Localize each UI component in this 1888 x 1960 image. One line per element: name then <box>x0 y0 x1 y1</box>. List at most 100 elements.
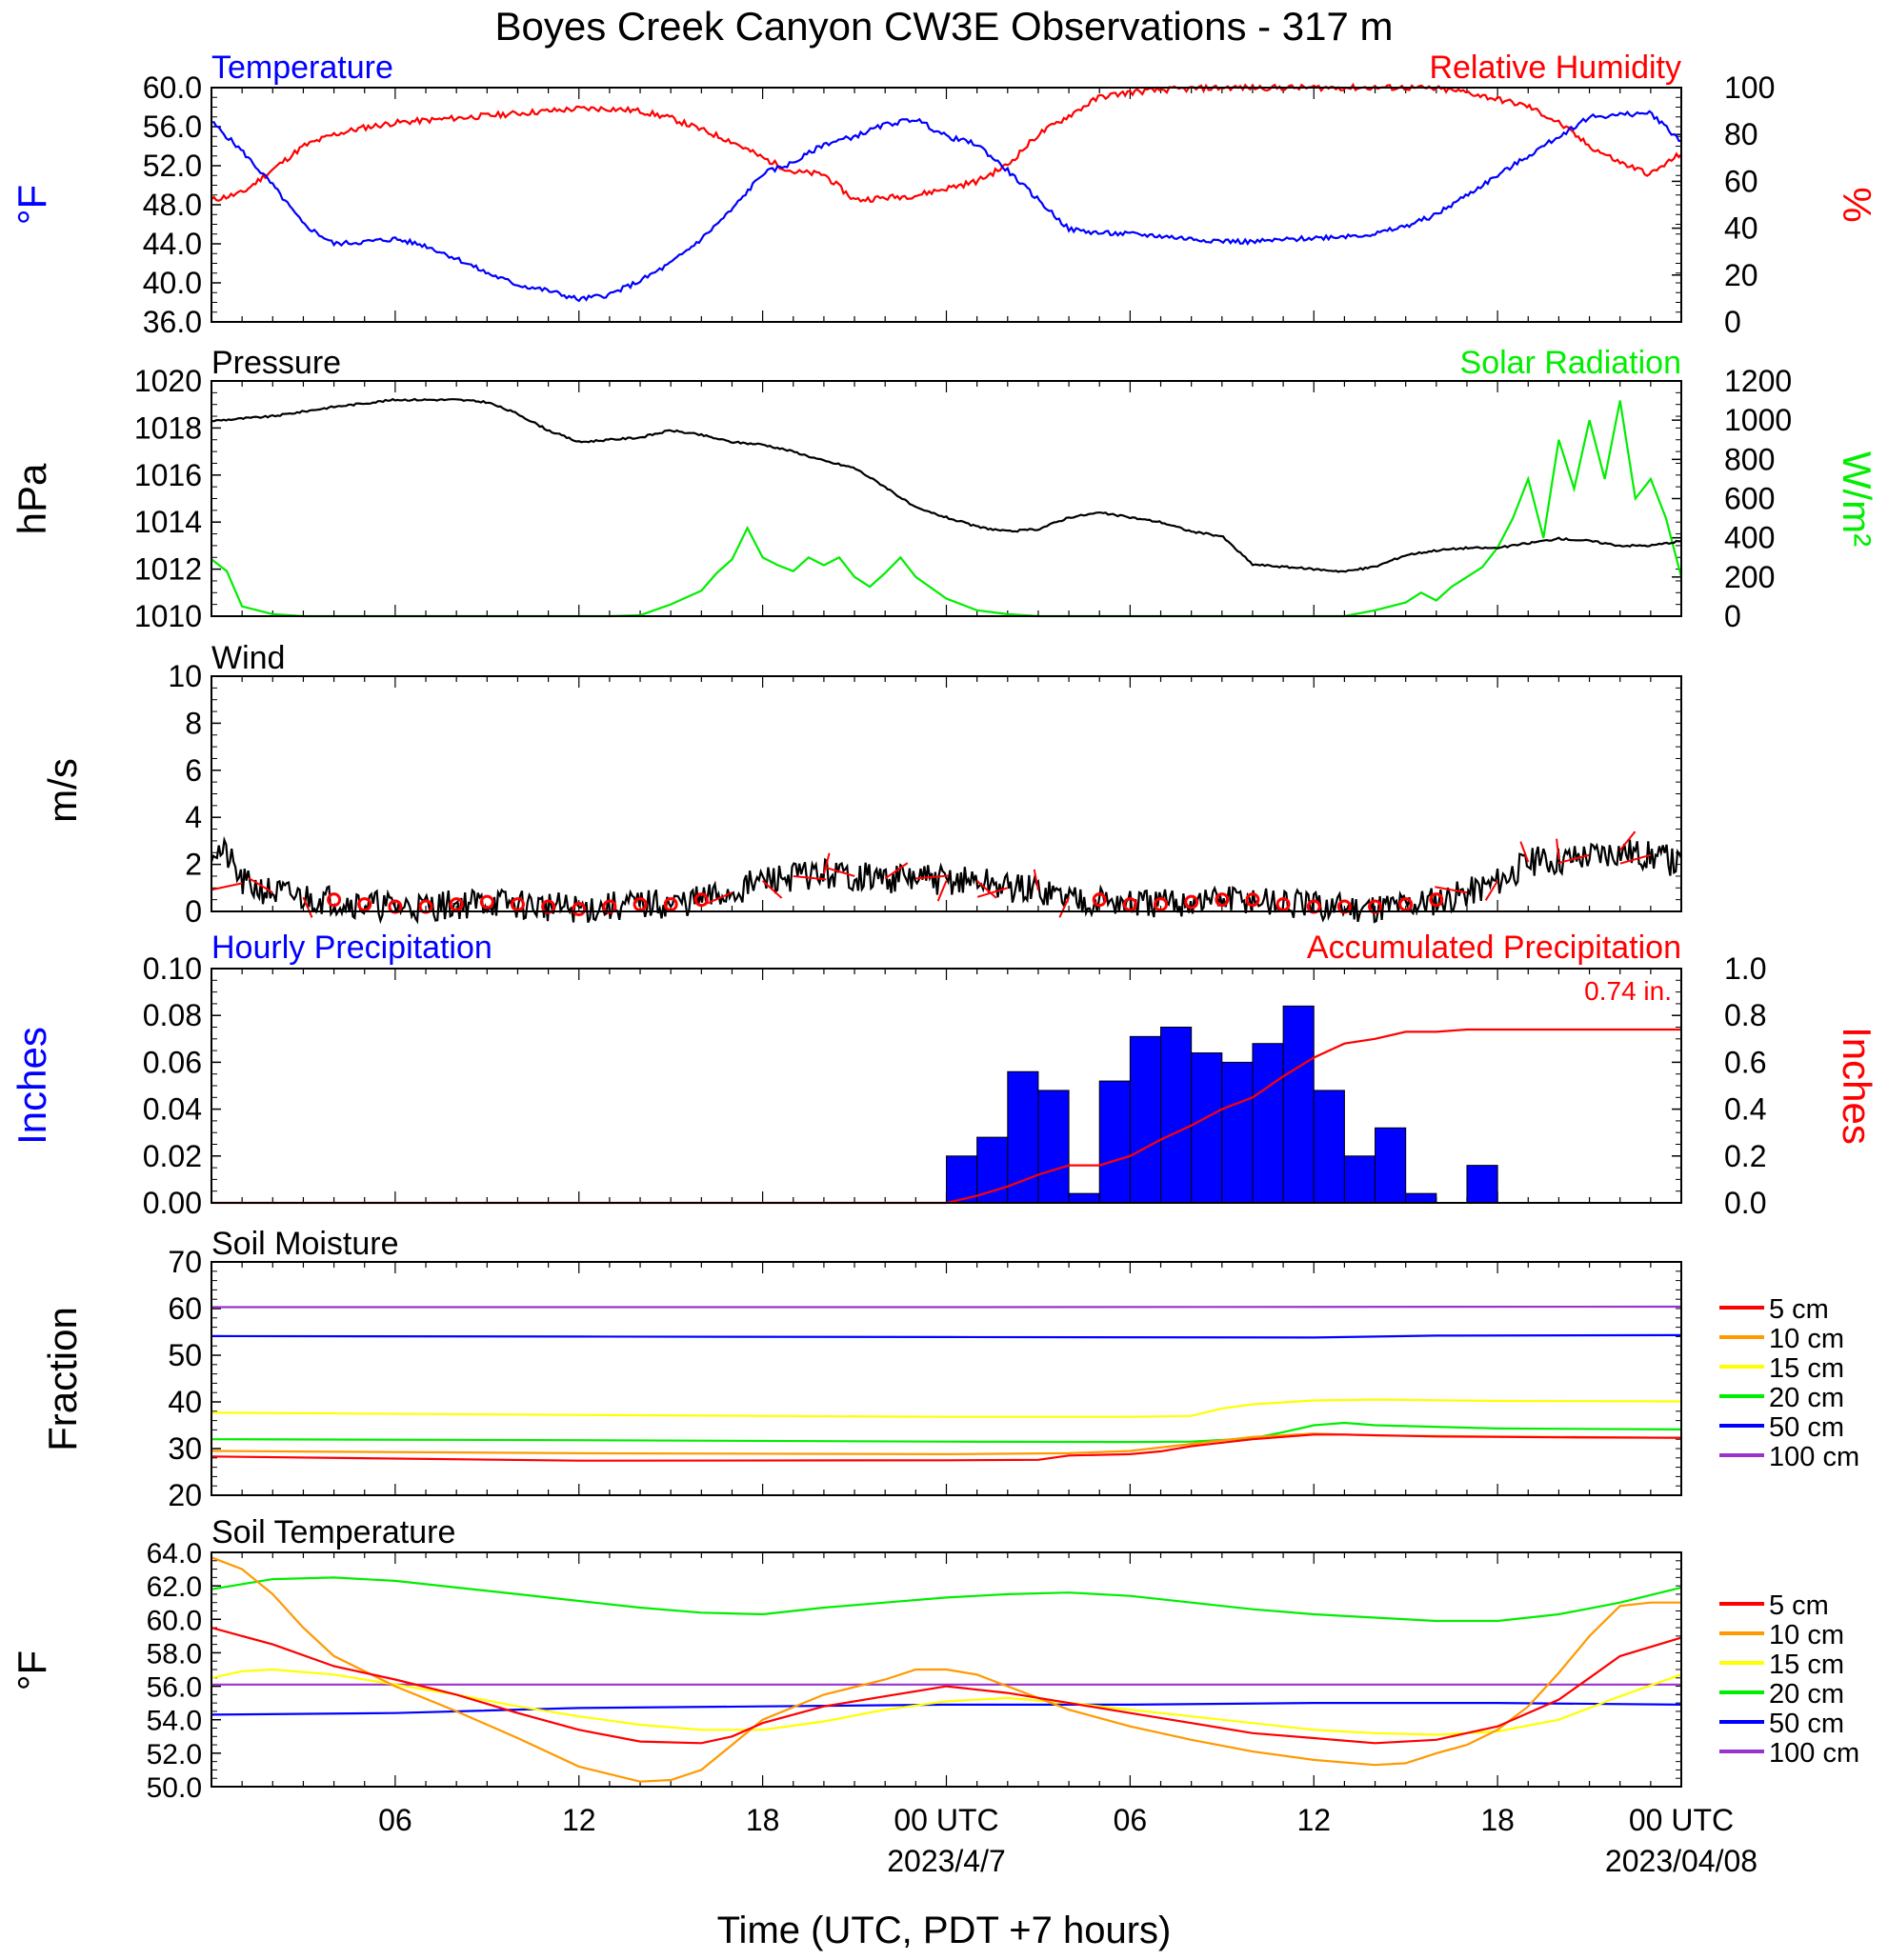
wind-calm-marker <box>1215 892 1230 908</box>
plot-frame <box>211 380 1682 617</box>
precip-bar <box>1343 1155 1376 1204</box>
wind-barb <box>975 880 997 899</box>
y-tick-label-right: 0.8 <box>1724 998 1766 1032</box>
wind-calm-marker <box>1368 899 1383 914</box>
precip-bar <box>1221 1061 1254 1204</box>
y-tick-label-left: 10 <box>168 659 202 693</box>
y-tick-label-left: 0.00 <box>143 1186 202 1220</box>
x-date-label: 2023/4/7 <box>887 1844 1006 1878</box>
panel-soil-temperature: 64.062.060.058.056.054.052.050.0 Soil Tem… <box>10 1514 1859 1878</box>
wind-barb <box>1484 880 1498 901</box>
wind-calm-marker <box>1184 894 1199 910</box>
y-tick-label-left: 1012 <box>134 552 202 587</box>
wind-barb <box>915 874 950 880</box>
y-tick-label-right: 1.0 <box>1724 951 1766 986</box>
y-tick-label-left: 60 <box>168 1291 202 1326</box>
y-tick-label-right: 0 <box>1724 305 1741 339</box>
panel-temperature-humidity: 60.0 56.0 52.0 48.0 44.0 40.0 36.0 100 80 60 40 20 0… <box>10 50 1879 339</box>
wind-barb <box>1619 853 1652 865</box>
y-tick-label-left: 6 <box>185 753 202 788</box>
y-tick-label-left: 2 <box>185 848 202 882</box>
wind-barb <box>761 880 783 899</box>
legend-label: 10 cm <box>1769 1620 1844 1650</box>
wind-calm-marker <box>602 899 617 914</box>
precip-bar <box>1098 1080 1131 1204</box>
wind-calm-marker <box>663 897 678 912</box>
legend-label: 100 cm <box>1769 1442 1859 1472</box>
y-tick-label-right: 800 <box>1724 442 1775 476</box>
wind-barb <box>1058 896 1070 918</box>
panel-title-accum-precip: Accumulated Precipitation <box>1307 930 1681 966</box>
legend-label: 5 cm <box>1769 1590 1829 1621</box>
y-axis-label-wind: m/s <box>40 758 85 823</box>
y-tick-label-left: 60.0 <box>143 70 202 105</box>
panel-title-pressure: Pressure <box>211 345 341 381</box>
precip-bar <box>1313 1090 1345 1204</box>
wind-barb <box>1519 841 1530 863</box>
series-soil-temperature <box>211 1556 1681 1783</box>
precip-bar <box>1160 1027 1193 1204</box>
wind-barb <box>302 896 313 918</box>
wind-barb <box>210 882 243 891</box>
y-tick-label-left: 0.08 <box>143 998 202 1032</box>
y-tick-label-left: 36.0 <box>143 305 202 339</box>
wind-calm-marker <box>1306 899 1321 914</box>
y-axis-label-pressure: hPa <box>10 463 54 534</box>
panel-title-solar: Solar Radiation <box>1460 345 1681 381</box>
series-soil-temperature <box>211 1576 1682 1623</box>
panel-title-temperature: Temperature <box>211 50 393 86</box>
wind-barb <box>936 880 948 902</box>
x-tick-label: 00 UTC <box>1629 1803 1734 1837</box>
wind-calm-marker <box>510 897 525 912</box>
y-tick-label-right: 1000 <box>1724 403 1792 437</box>
y-tick-label-left: 64.0 <box>147 1538 202 1570</box>
y-axis-label-hourly: Inches <box>10 1027 54 1145</box>
wind-calm-marker <box>541 899 556 914</box>
wind-calm-marker <box>572 902 587 917</box>
wind-calm-marker <box>633 897 648 912</box>
y-axis-label-accum: Inches <box>1835 1027 1879 1145</box>
wind-barb <box>1557 853 1590 865</box>
wind-barb <box>793 874 827 881</box>
wind-calm-marker <box>1245 892 1260 908</box>
wind-calm-marker <box>418 899 433 914</box>
series-soil-moisture <box>211 1398 1682 1418</box>
x-tick-label: 18 <box>746 1803 780 1837</box>
wind-calm-marker <box>1275 897 1291 912</box>
legend-label: 50 cm <box>1769 1709 1844 1739</box>
plot-frame <box>211 1551 1682 1788</box>
precip-bar <box>1405 1192 1437 1204</box>
y-tick-label-left: 50.0 <box>147 1772 202 1804</box>
x-axis-title: Time (UTC, PDT +7 hours) <box>717 1910 1172 1951</box>
y-tick-label-left: 70 <box>168 1245 202 1279</box>
series-soil-moisture <box>211 1333 1682 1339</box>
wind-barb <box>822 852 831 874</box>
y-tick-label-left: 40 <box>168 1385 202 1419</box>
y-tick-label-left: 20 <box>168 1478 202 1512</box>
wind-calm-marker <box>693 892 709 908</box>
y-tick-label-left: 58.0 <box>147 1638 202 1670</box>
y-tick-label-right: 0.0 <box>1724 1186 1766 1220</box>
series-temperature <box>211 110 1682 303</box>
y-tick-label-left: 40.0 <box>143 266 202 300</box>
y-tick-label-left: 1020 <box>134 364 202 398</box>
plot-frame <box>211 1261 1682 1496</box>
y-tick-label-left: 52.0 <box>147 1739 202 1770</box>
y-tick-label-right: 0.2 <box>1724 1139 1766 1173</box>
precip-bar <box>1191 1052 1223 1204</box>
y-tick-label-left: 56.0 <box>147 1672 202 1704</box>
y-axis-label-soil-temperature: °F <box>10 1650 54 1690</box>
y-tick-label-left: 30 <box>168 1431 202 1466</box>
legend-label: 20 cm <box>1769 1383 1844 1413</box>
accum-total-label: 0.74 in. <box>1584 976 1672 1006</box>
y-tick-label-right: 400 <box>1724 521 1775 555</box>
wind-barb <box>884 862 909 880</box>
panel-title-soil-moisture: Soil Moisture <box>211 1226 399 1262</box>
wind-barb <box>1618 830 1637 851</box>
wind-barb <box>824 866 855 877</box>
precip-bar <box>1068 1192 1100 1204</box>
precip-bar <box>1252 1043 1284 1204</box>
legend-label: 5 cm <box>1769 1294 1829 1325</box>
wind-calm-marker <box>1092 892 1107 908</box>
series-accumulated-precip <box>211 1028 1681 1205</box>
